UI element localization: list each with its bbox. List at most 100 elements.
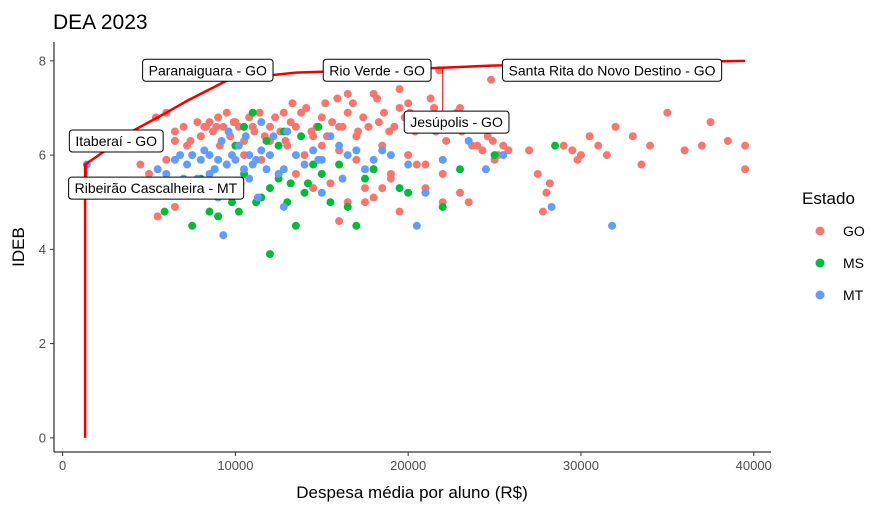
- y-tick-label: 8: [39, 53, 46, 68]
- data-point-ms: [395, 184, 404, 193]
- data-point-mt: [300, 160, 309, 169]
- data-point-mt: [240, 165, 249, 174]
- data-point-mt: [279, 165, 288, 174]
- y-tick-label: 2: [39, 336, 46, 351]
- data-point-go: [483, 132, 492, 141]
- axes: 0 10000 20000 30000 40000 0 2 4 6 8: [39, 42, 772, 473]
- data-point-ms: [214, 212, 223, 221]
- y-axis-ticks: 0 2 4 6 8: [39, 53, 54, 445]
- data-point-go: [430, 103, 439, 112]
- data-point-go: [646, 141, 655, 150]
- data-point-mt: [205, 151, 214, 160]
- legend-key-go: [815, 226, 825, 236]
- x-tick-label: 20000: [390, 458, 426, 473]
- data-point-mt: [196, 155, 205, 164]
- data-point-go: [378, 184, 387, 193]
- data-point-ms: [234, 207, 243, 216]
- data-point-ms: [309, 160, 318, 169]
- legend-label-ms: MS: [843, 255, 864, 271]
- data-point-go: [442, 136, 451, 145]
- data-point-go: [395, 103, 404, 112]
- data-point-ms: [404, 188, 413, 197]
- data-point-go: [504, 146, 513, 155]
- annotation-box: [322, 58, 432, 82]
- data-point-go: [594, 141, 603, 150]
- data-point-mt: [234, 141, 243, 150]
- data-point-mt: [279, 202, 288, 211]
- data-point-mt: [231, 155, 240, 164]
- data-point-go: [153, 212, 162, 221]
- data-point-go: [333, 94, 342, 103]
- annotation-box: [68, 129, 164, 153]
- data-point-mt: [219, 231, 228, 240]
- data-point-go: [412, 160, 421, 169]
- data-point-ms: [240, 122, 249, 131]
- data-point-mt: [360, 165, 369, 174]
- data-point-go: [328, 118, 337, 127]
- data-point-mt: [421, 188, 430, 197]
- data-point-mt: [343, 151, 352, 160]
- data-point-ms: [265, 184, 274, 193]
- data-point-mt: [245, 151, 254, 160]
- data-point-go: [196, 132, 205, 141]
- data-point-go: [283, 141, 292, 150]
- data-point-mt: [314, 155, 323, 164]
- data-point-go: [576, 151, 585, 160]
- data-point-mt: [153, 165, 162, 174]
- data-point-go: [302, 103, 311, 112]
- data-point-go: [219, 122, 228, 131]
- data-point-mt: [369, 155, 378, 164]
- legend-key-mt: [815, 290, 825, 300]
- annotation: Jesúpolis - GO: [403, 67, 510, 134]
- data-point-mt: [352, 146, 361, 155]
- data-point-mt: [274, 169, 283, 178]
- annotation-label: Rio Verde - GO: [329, 62, 425, 78]
- data-point-mt: [162, 169, 171, 178]
- data-point-go: [386, 174, 395, 183]
- data-point-go: [300, 151, 309, 160]
- data-point-mt: [210, 165, 219, 174]
- data-point-go: [193, 118, 202, 127]
- data-point-ms: [490, 151, 499, 160]
- data-point-go: [373, 94, 382, 103]
- data-point-mt: [253, 193, 262, 202]
- annotation-labels: Paranaiguara - GO Rio Verde - GO Santa Rit…: [68, 58, 723, 200]
- data-point-go: [352, 155, 361, 164]
- data-point-ms: [227, 198, 236, 207]
- data-point-mt: [291, 151, 300, 160]
- annotation: Santa Rita do Novo Destino - GO: [502, 58, 723, 82]
- data-point-go: [326, 179, 335, 188]
- data-point-go: [288, 99, 297, 108]
- data-point-ms: [343, 202, 352, 211]
- data-point-go: [286, 118, 295, 127]
- data-point-mt: [269, 132, 278, 141]
- data-point-mt: [547, 202, 556, 211]
- data-point-go: [343, 108, 352, 117]
- data-point-ms: [303, 179, 312, 188]
- data-point-mt: [262, 165, 271, 174]
- data-point-mt: [257, 118, 266, 127]
- data-point-ms: [291, 221, 300, 230]
- annotation-label: Santa Rita do Novo Destino - GO: [509, 62, 716, 78]
- data-point-go: [170, 127, 179, 136]
- data-point-ms: [300, 188, 309, 197]
- annotation-box: [403, 110, 510, 134]
- data-point-go: [602, 151, 611, 160]
- annotation-box: [142, 58, 274, 82]
- data-point-mt: [326, 132, 335, 141]
- data-point-go: [473, 141, 482, 150]
- data-point-go: [426, 94, 435, 103]
- data-point-ms: [352, 221, 361, 230]
- legend-items: GO MS MT: [815, 223, 865, 303]
- data-point-ms: [188, 221, 197, 230]
- annotation: Itaberaí - GO: [68, 129, 164, 153]
- legend: Estado GO MS MT: [802, 189, 865, 303]
- data-point-ms: [205, 207, 214, 216]
- legend-title: Estado: [802, 189, 855, 208]
- data-point-mt: [608, 221, 617, 230]
- x-axis-ticks: 0 10000 20000 30000 40000: [59, 452, 772, 473]
- y-axis-title: IDEB: [9, 227, 28, 267]
- data-point-go: [395, 207, 404, 216]
- data-point-go: [637, 160, 646, 169]
- data-point-go: [291, 169, 300, 178]
